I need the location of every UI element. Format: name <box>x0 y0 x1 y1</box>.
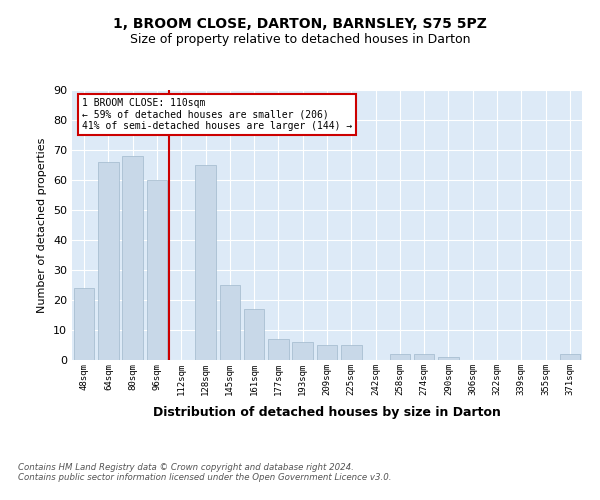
X-axis label: Distribution of detached houses by size in Darton: Distribution of detached houses by size … <box>153 406 501 419</box>
Y-axis label: Number of detached properties: Number of detached properties <box>37 138 47 312</box>
Text: Size of property relative to detached houses in Darton: Size of property relative to detached ho… <box>130 32 470 46</box>
Bar <box>244 309 265 360</box>
Bar <box>146 180 167 360</box>
Text: 1, BROOM CLOSE, DARTON, BARNSLEY, S75 5PZ: 1, BROOM CLOSE, DARTON, BARNSLEY, S75 5P… <box>113 18 487 32</box>
Bar <box>560 354 580 360</box>
Text: 1 BROOM CLOSE: 110sqm
← 59% of detached houses are smaller (206)
41% of semi-det: 1 BROOM CLOSE: 110sqm ← 59% of detached … <box>82 98 352 132</box>
Bar <box>220 285 240 360</box>
Bar <box>98 162 119 360</box>
Bar <box>317 345 337 360</box>
Bar <box>292 342 313 360</box>
Bar <box>268 339 289 360</box>
Bar <box>341 345 362 360</box>
Bar <box>122 156 143 360</box>
Bar <box>414 354 434 360</box>
Bar <box>195 165 216 360</box>
Bar <box>389 354 410 360</box>
Text: Contains HM Land Registry data © Crown copyright and database right 2024.
Contai: Contains HM Land Registry data © Crown c… <box>18 463 392 482</box>
Bar <box>438 357 459 360</box>
Bar <box>74 288 94 360</box>
